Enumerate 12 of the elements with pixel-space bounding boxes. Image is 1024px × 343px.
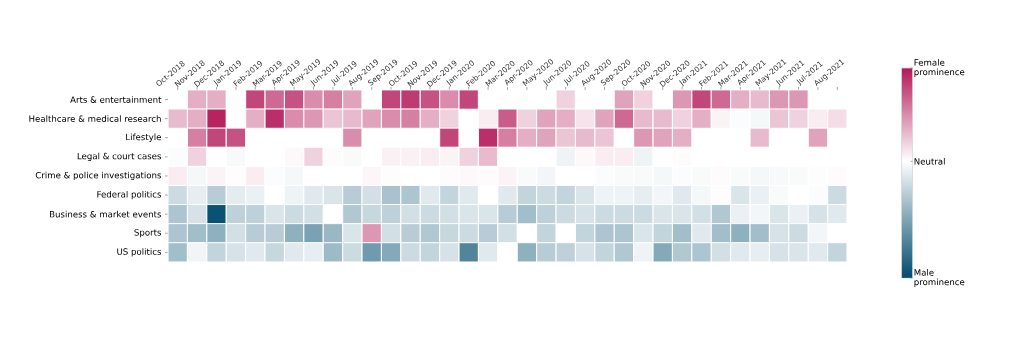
- y-tick-label: Crime & police investigations: [35, 171, 162, 181]
- y-tick-label: US politics: [117, 248, 162, 257]
- y-tick-label: Sports: [134, 229, 162, 238]
- y-tick-label: Healthcare & medical research: [29, 115, 161, 122]
- y-tick-label: Arts & entertainment: [70, 96, 162, 103]
- y-tick-label: Federal politics: [97, 190, 162, 200]
- color-bar-label: Male prominence: [914, 269, 965, 287]
- color-bar-label: Female prominence: [914, 59, 965, 77]
- color-bar-label: Neutral: [914, 158, 945, 165]
- y-tick-label: Lifestyle: [126, 133, 162, 142]
- y-tick-label: Legal & court cases: [77, 152, 162, 162]
- y-tick-label: Business & market events: [49, 210, 162, 218]
